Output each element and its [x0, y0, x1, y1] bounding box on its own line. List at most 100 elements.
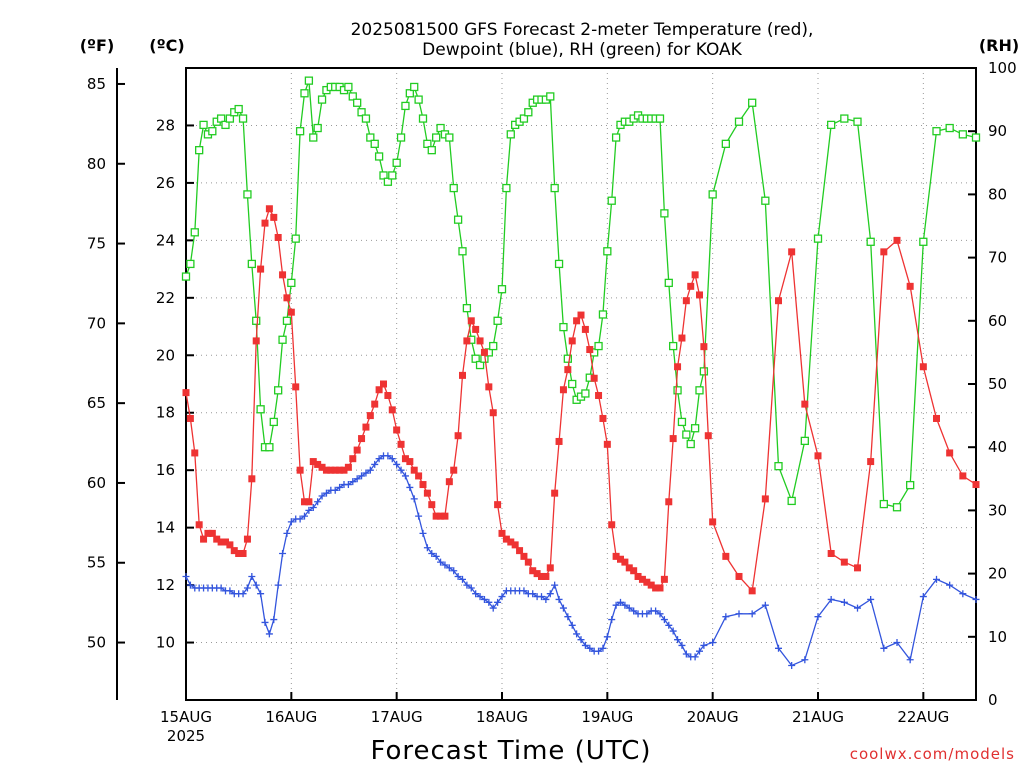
rh-tick-label: 20 — [988, 565, 1007, 583]
time-tick-label: 15AUG — [160, 708, 212, 726]
temperature-point — [573, 317, 581, 325]
dewpoint-point — [371, 460, 379, 468]
rh-point — [427, 146, 436, 155]
temperature-point — [437, 512, 445, 520]
rh-point — [958, 130, 967, 139]
temperature-point — [494, 501, 502, 509]
rh-point — [677, 417, 687, 427]
temperature-point — [617, 555, 624, 563]
temperature-point — [217, 538, 225, 546]
dewpoint-point — [243, 584, 251, 592]
temperature-point — [445, 478, 453, 486]
dewpoint-point — [419, 529, 427, 537]
dewpoint-point — [696, 647, 703, 655]
rh-point — [519, 114, 529, 123]
temperature-point — [590, 374, 598, 382]
temperature-point — [252, 337, 260, 345]
temperature-point — [318, 463, 326, 471]
temperature-point — [840, 558, 848, 566]
fahrenheit-tick-label: 85 — [87, 75, 106, 93]
temperature-point — [441, 512, 449, 520]
dewpoint-point — [625, 604, 633, 612]
temperature-point — [599, 414, 607, 422]
temperature-point — [200, 535, 208, 543]
time-tick-label: 18AUG — [476, 708, 528, 726]
rh-point — [361, 114, 371, 123]
dewpoint-point — [410, 495, 418, 503]
temperature-point — [704, 432, 712, 440]
temperature-point — [678, 334, 686, 342]
dewpoint-point — [415, 512, 423, 520]
dewpoint-point — [893, 639, 901, 647]
dewpoint-point — [612, 601, 620, 609]
rh-point — [708, 190, 717, 199]
temperature-point — [568, 337, 576, 345]
temperature-point — [195, 521, 203, 529]
dewpoint-point — [621, 601, 629, 609]
dewpoint-point — [428, 549, 436, 557]
temperature-point — [182, 389, 190, 397]
temperature-point — [208, 529, 216, 537]
temperature-point — [893, 236, 901, 244]
rh-tick-label: 100 — [988, 59, 1017, 77]
temperature-point — [524, 558, 532, 566]
temperature-point — [625, 564, 633, 572]
rh-point — [225, 114, 235, 123]
rh-point — [607, 196, 616, 205]
temperature-point — [643, 578, 651, 586]
celsius-tick-label: 28 — [156, 116, 175, 134]
dewpoint-point — [270, 616, 278, 624]
temperature-point — [322, 466, 330, 474]
rh-point — [682, 430, 691, 439]
dewpoint-point — [761, 601, 769, 609]
credit-text: coolwx.com/models — [850, 745, 1015, 763]
celsius-axis-label: (ºC) — [149, 36, 184, 55]
temperature-point — [397, 440, 405, 448]
dewpoint-point — [608, 616, 616, 624]
temperature-point — [682, 297, 690, 305]
dewpoint-point — [445, 564, 453, 572]
rh-tick-label: 0 — [988, 691, 998, 709]
temperature-point — [972, 481, 980, 489]
temperature-point — [647, 581, 655, 589]
rh-point — [181, 272, 191, 281]
rh-point — [748, 98, 757, 107]
temperature-point — [283, 294, 291, 302]
dewpoint-point — [437, 558, 445, 566]
rh-point — [502, 183, 511, 193]
rh-point — [199, 120, 208, 130]
temperature-point — [603, 440, 611, 448]
dewpoint-point — [577, 636, 585, 644]
dewpoint-point — [643, 610, 651, 618]
rh-tick-label: 60 — [988, 312, 1007, 330]
fahrenheit-tick-label: 70 — [87, 314, 106, 332]
temperature-point — [432, 512, 440, 520]
dewpoint-point — [801, 656, 809, 664]
dewpoint-point — [919, 593, 927, 601]
temperature-point — [520, 552, 528, 560]
rh-point — [669, 341, 678, 351]
temperature-point — [222, 538, 229, 546]
rh-point — [366, 133, 375, 142]
rh-point — [462, 304, 472, 313]
dewpoint-point — [309, 504, 317, 512]
rh-point — [800, 436, 809, 446]
celsius-tick-label: 12 — [156, 576, 175, 594]
rh-point — [699, 367, 709, 376]
temperature-point — [301, 498, 308, 506]
temperature-point — [261, 219, 269, 227]
temperature-point — [314, 460, 322, 468]
rh-point — [611, 133, 621, 142]
dewpoint-series — [182, 452, 980, 670]
temperature-point — [191, 449, 199, 457]
dewpoint-point — [972, 595, 980, 603]
dewpoint-point — [722, 613, 730, 621]
fahrenheit-axis-ticks: 50 55 60 65 70 75 80 85 — [87, 75, 125, 652]
dewpoint-point — [322, 489, 330, 497]
dewpoint-point — [485, 598, 493, 606]
dewpoint-point — [401, 472, 409, 480]
rh-point — [673, 386, 682, 395]
temperature-point — [239, 549, 247, 557]
dewpoint-point — [933, 575, 940, 583]
temperature-point — [687, 282, 695, 290]
